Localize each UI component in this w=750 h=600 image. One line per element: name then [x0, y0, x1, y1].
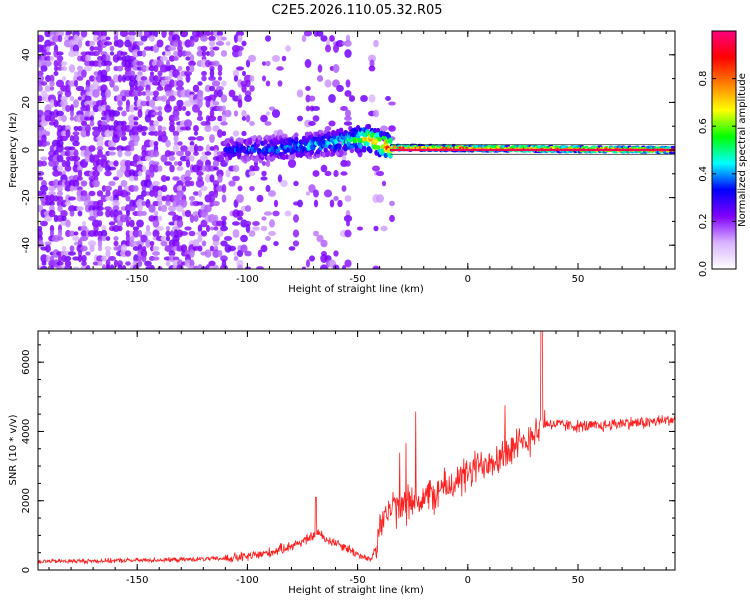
colorbar-tick-label: 0.4: [698, 166, 709, 182]
snr-plot-area: [38, 331, 675, 570]
y-tick-label: 40: [21, 48, 32, 61]
x-tick-label: -50: [349, 575, 365, 586]
y-tick-label: 0: [21, 147, 32, 153]
snr-x-ticks: -150 -100 -50 0 50: [48, 331, 667, 586]
spectrogram-y-label: Frequency (Hz): [8, 112, 19, 188]
colorbar-tick-label: 0.0: [698, 261, 709, 277]
spectrogram-x-ticks: -150 -100 -50 0 50: [48, 31, 667, 285]
x-tick-label: -150: [126, 274, 149, 285]
snr-y-ticks: 0 2000 4000 6000: [21, 344, 675, 573]
colorbar: 0.0 0.2 0.4 0.6 0.8 Normalized spectral ampl…: [698, 30, 748, 277]
x-tick-label: -100: [236, 274, 259, 285]
x-tick-label: 50: [572, 274, 585, 285]
x-tick-label: 0: [465, 274, 471, 285]
spectrogram-panel: -150 -100 -50 0 50 -40 -20 0 20 40 Height of str…: [8, 30, 676, 295]
figure-title: C2E5.2026.110.05.32.R05: [271, 3, 442, 18]
snr-frame: [37, 330, 676, 571]
x-tick-label: -100: [236, 575, 259, 586]
y-tick-label: 4000: [21, 419, 32, 444]
colorbar-tick-label: 0.8: [698, 71, 709, 87]
x-tick-label: -150: [126, 575, 149, 586]
spectrogram-x-label: Height of straight line (km): [288, 284, 424, 295]
x-tick-label: 50: [572, 575, 585, 586]
y-tick-label: 20: [21, 96, 32, 109]
colorbar-tick-label: 0.2: [698, 213, 709, 229]
colorbar-gradient: [712, 31, 736, 269]
colorbar-ticks: 0.0 0.2 0.4 0.6 0.8: [698, 30, 737, 277]
y-tick-label: 6000: [21, 349, 32, 374]
snr-panel: -150 -100 -50 0 50 0 2000 4000 6000 Height of s…: [8, 330, 676, 596]
colorbar-tick-label: 0.6: [698, 118, 709, 134]
snr-x-label: Height of straight line (km): [288, 585, 424, 596]
x-tick-label: -50: [349, 274, 365, 285]
spectral-ridge: [223, 123, 675, 164]
snr-series-line: [38, 331, 675, 565]
x-tick-label: 0: [465, 575, 471, 586]
y-tick-label: -40: [21, 237, 32, 253]
snr-y-label: SNR (10 * v/v): [8, 414, 19, 485]
y-tick-label: -20: [21, 189, 32, 205]
y-tick-label: 2000: [21, 488, 32, 513]
colorbar-label: Normalized spectral amplitude: [737, 73, 748, 227]
spectrogram-y-ticks: -40 -20 0 20 40: [21, 30, 675, 270]
y-tick-label: 0: [21, 567, 32, 573]
heatmap-cells: [38, 31, 397, 269]
